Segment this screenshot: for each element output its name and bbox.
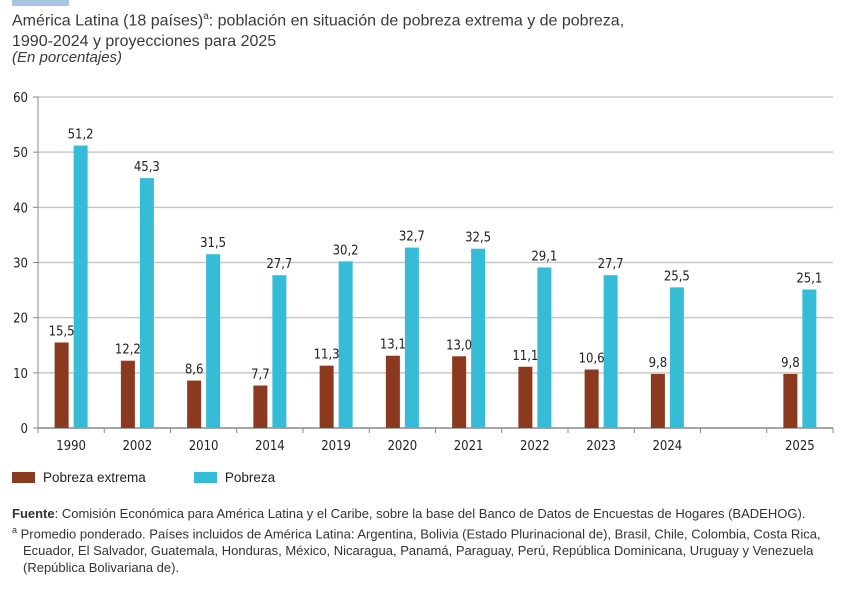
data-label: 13,0 <box>446 338 472 353</box>
bar-pobreza-extrema <box>253 385 268 428</box>
bar-pobreza-extrema <box>783 373 798 428</box>
legend: Pobreza extrema Pobreza <box>12 470 323 485</box>
bar-pobreza <box>537 267 552 428</box>
data-label: 15,5 <box>49 324 75 339</box>
x-tick-label: 2025 <box>785 439 815 454</box>
x-tick-label: 2021 <box>454 439 484 454</box>
chart-subtitle: (En porcentajes) <box>12 49 123 66</box>
data-label: 7,7 <box>251 368 270 383</box>
source-label: Fuente <box>12 506 55 521</box>
data-label: 31,5 <box>200 236 226 251</box>
bar-pobreza <box>603 275 618 428</box>
y-tick-label: 30 <box>13 257 28 272</box>
legend-label: Pobreza extrema <box>43 470 146 485</box>
data-label: 27,7 <box>266 257 292 272</box>
title-main: América Latina (18 países) <box>12 12 204 30</box>
data-label: 51,2 <box>68 128 94 143</box>
x-tick-label: 1990 <box>56 439 86 454</box>
y-tick-label: 60 <box>13 91 28 106</box>
legend-item-pobreza-extrema: Pobreza extrema <box>12 470 146 485</box>
bar-pobreza-extrema <box>452 356 467 428</box>
bar-pobreza <box>139 178 154 428</box>
data-label: 13,1 <box>380 338 406 353</box>
data-label: 9,8 <box>649 356 668 371</box>
header-accent-bar <box>12 0 69 6</box>
bar-pobreza-extrema <box>650 373 665 428</box>
bar-pobreza-extrema <box>584 369 599 428</box>
y-axis: 0 10 20 30 40 50 60 <box>13 91 39 437</box>
data-label: 11,3 <box>314 348 340 363</box>
title-rest: : población en situación de pobreza extr… <box>208 12 625 30</box>
x-tick-label: 2020 <box>387 439 417 454</box>
footnote: a Promedio ponderado. Países incluidos d… <box>12 522 852 576</box>
data-label: 45,3 <box>134 160 160 175</box>
x-tick-label: 2024 <box>652 439 682 454</box>
bar-pobreza <box>404 247 419 428</box>
x-tick-label: 2014 <box>255 439 285 454</box>
bar-pobreza <box>272 275 287 428</box>
data-label: 29,1 <box>531 249 557 264</box>
data-label: 11,1 <box>512 349 538 364</box>
data-labels: 15,5 51,2 12,2 45,3 8,6 31,5 7,7 27,7 11,3 30,2 13… <box>49 128 823 383</box>
bar-pobreza-extrema <box>54 342 69 428</box>
bar-pobreza-extrema <box>518 366 533 428</box>
legend-label: Pobreza <box>224 470 276 485</box>
bar-pobreza <box>471 248 486 428</box>
x-tick-label: 2019 <box>321 439 351 454</box>
data-label: 8,6 <box>185 363 204 378</box>
y-tick-label: 20 <box>13 312 28 327</box>
y-tick-label: 0 <box>21 422 28 437</box>
x-tick-label: 2022 <box>520 439 550 454</box>
data-label: 25,5 <box>664 269 690 284</box>
x-tick-label: 2010 <box>189 439 219 454</box>
footnote-text: Promedio ponderado. Países incluidos de … <box>17 526 821 576</box>
bar-pobreza <box>73 145 88 428</box>
source-text: : Comisión Económica para América Latina… <box>54 506 806 521</box>
data-label: 25,1 <box>796 272 822 287</box>
data-label: 27,7 <box>598 257 624 272</box>
legend-swatch-pobreza-extrema <box>12 472 35 483</box>
y-tick-label: 50 <box>13 146 28 161</box>
y-tick-label: 40 <box>13 201 28 216</box>
x-axis: 1990 2002 2010 2014 2019 2020 2021 2022 2023 2024… <box>37 427 834 454</box>
chart-title: América Latina (18 países)a: población e… <box>12 6 852 52</box>
bar-pobreza <box>802 289 817 428</box>
bar-pobreza-extrema <box>120 360 135 428</box>
title-footnote-mark: a <box>203 11 209 22</box>
bar-pobreza <box>338 261 353 428</box>
bar-pobreza <box>206 254 221 428</box>
data-label: 10,6 <box>579 352 605 367</box>
data-label: 12,2 <box>115 343 141 358</box>
data-label: 30,2 <box>333 243 359 258</box>
data-label: 9,8 <box>781 356 800 371</box>
bar-pobreza-extrema <box>319 365 334 428</box>
bars <box>54 145 817 428</box>
gridlines <box>38 96 833 374</box>
bar-pobreza <box>669 287 684 428</box>
bar-pobreza-extrema <box>187 380 202 428</box>
source-note: Fuente: Comisión Económica para América … <box>12 505 852 522</box>
x-tick-label: 2002 <box>122 439 152 454</box>
legend-item-pobreza: Pobreza <box>193 470 276 485</box>
bar-chart: 0 10 20 30 40 50 60 1990 2002 2010 2014 2019 2020 20… <box>13 91 834 454</box>
bar-pobreza-extrema <box>385 355 400 428</box>
x-tick-label: 2023 <box>586 439 616 454</box>
legend-swatch-pobreza <box>193 472 217 483</box>
title-line2: 1990-2024 y proyecciones para 2025 <box>12 33 277 51</box>
chart-notes: Fuente: Comisión Económica para América … <box>12 505 852 576</box>
data-label: 32,5 <box>465 231 491 246</box>
y-tick-label: 10 <box>13 367 28 382</box>
footnote-mark: a <box>12 525 18 535</box>
data-label: 32,7 <box>399 230 425 245</box>
